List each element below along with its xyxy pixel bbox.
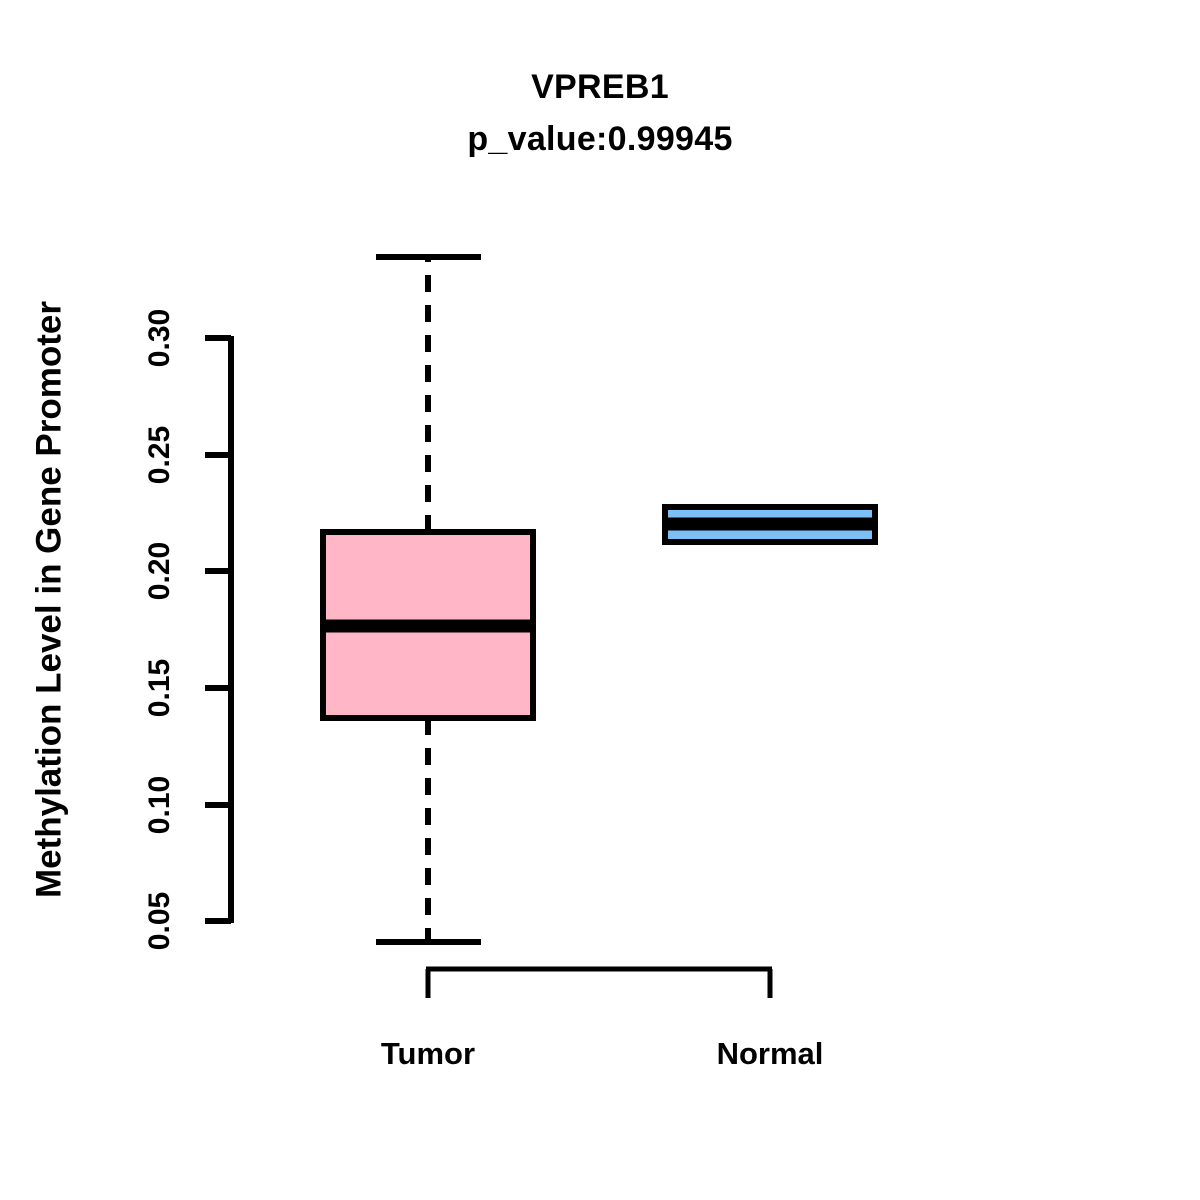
x-tick-label-normal: Normal bbox=[716, 1036, 824, 1071]
x-axis bbox=[425, 966, 773, 998]
y-axis bbox=[205, 335, 234, 924]
chart-subtitle-pvalue: p_value:0.99945 bbox=[467, 120, 733, 158]
chart-title: VPREB1 bbox=[531, 68, 669, 106]
boxplot-tumor[interactable] bbox=[320, 254, 536, 945]
x-tick-label-tumor: Tumor bbox=[380, 1036, 476, 1071]
boxplot-normal[interactable] bbox=[662, 504, 878, 545]
